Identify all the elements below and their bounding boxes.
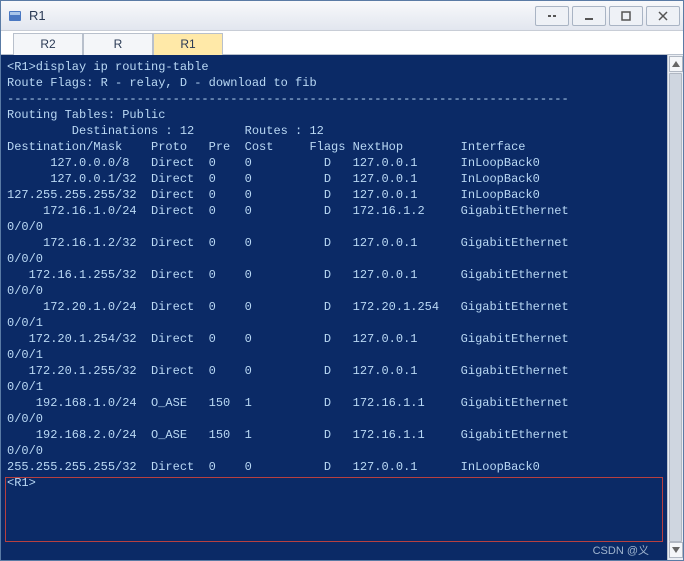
terminal-line: 0/0/0 bbox=[7, 219, 661, 235]
terminal-line: 255.255.255.255/32 Direct 0 0 D 127.0.0.… bbox=[7, 459, 661, 475]
terminal-line: 172.20.1.0/24 Direct 0 0 D 172.20.1.254 … bbox=[7, 299, 661, 315]
terminal-line: Route Flags: R - relay, D - download to … bbox=[7, 75, 661, 91]
terminal-line: 192.168.2.0/24 O_ASE 150 1 D 172.16.1.1 … bbox=[7, 427, 661, 443]
terminal-line: 0/0/0 bbox=[7, 283, 661, 299]
terminal-line: 127.255.255.255/32 Direct 0 0 D 127.0.0.… bbox=[7, 187, 661, 203]
window-controls bbox=[535, 6, 683, 26]
terminal-line: 127.0.0.1/32 Direct 0 0 D 127.0.0.1 InLo… bbox=[7, 171, 661, 187]
terminal-line: 172.20.1.255/32 Direct 0 0 D 127.0.0.1 G… bbox=[7, 363, 661, 379]
overflow-button[interactable] bbox=[535, 6, 569, 26]
watermark-text: CSDN @义 bbox=[593, 543, 649, 559]
minimize-button[interactable] bbox=[572, 6, 606, 26]
terminal-region: <R1>display ip routing-tableRoute Flags:… bbox=[1, 55, 683, 560]
terminal-line: Destination/Mask Proto Pre Cost Flags Ne… bbox=[7, 139, 661, 155]
scroll-up-arrow[interactable] bbox=[669, 56, 683, 72]
terminal-line: 172.16.1.2/32 Direct 0 0 D 127.0.0.1 Gig… bbox=[7, 235, 661, 251]
terminal-line: 0/0/0 bbox=[7, 411, 661, 427]
app-icon bbox=[7, 8, 23, 24]
terminal-line: 172.16.1.255/32 Direct 0 0 D 127.0.0.1 G… bbox=[7, 267, 661, 283]
terminal-line: 127.0.0.0/8 Direct 0 0 D 127.0.0.1 InLoo… bbox=[7, 155, 661, 171]
tab-bar: R2RR1 bbox=[1, 31, 683, 55]
vertical-scrollbar[interactable] bbox=[667, 55, 683, 560]
terminal-line: <R1> bbox=[7, 475, 661, 491]
terminal-line: 192.168.1.0/24 O_ASE 150 1 D 172.16.1.1 … bbox=[7, 395, 661, 411]
close-button[interactable] bbox=[646, 6, 680, 26]
terminal-line: ----------------------------------------… bbox=[7, 91, 661, 107]
terminal-line: 172.20.1.254/32 Direct 0 0 D 127.0.0.1 G… bbox=[7, 331, 661, 347]
terminal-line: 0/0/1 bbox=[7, 315, 661, 331]
terminal-line: 172.16.1.0/24 Direct 0 0 D 172.16.1.2 Gi… bbox=[7, 203, 661, 219]
titlebar[interactable]: R1 bbox=[1, 1, 683, 31]
scroll-down-arrow[interactable] bbox=[669, 542, 683, 558]
terminal-line: 0/0/1 bbox=[7, 347, 661, 363]
tab-r[interactable]: R bbox=[83, 33, 153, 55]
terminal-output[interactable]: <R1>display ip routing-tableRoute Flags:… bbox=[1, 55, 667, 560]
terminal-line: Routing Tables: Public bbox=[7, 107, 661, 123]
terminal-line: 0/0/1 bbox=[7, 379, 661, 395]
terminal-line: <R1>display ip routing-table bbox=[7, 59, 661, 75]
terminal-line: 0/0/0 bbox=[7, 443, 661, 459]
scroll-thumb[interactable] bbox=[669, 73, 682, 542]
terminal-line: 0/0/0 bbox=[7, 251, 661, 267]
maximize-button[interactable] bbox=[609, 6, 643, 26]
window-title: R1 bbox=[29, 8, 535, 23]
terminal-line: Destinations : 12 Routes : 12 bbox=[7, 123, 661, 139]
tab-r1[interactable]: R1 bbox=[153, 33, 223, 55]
terminal-window: R1 R2RR1 <R1>display ip routing-tableRou… bbox=[0, 0, 684, 561]
tab-r2[interactable]: R2 bbox=[13, 33, 83, 55]
